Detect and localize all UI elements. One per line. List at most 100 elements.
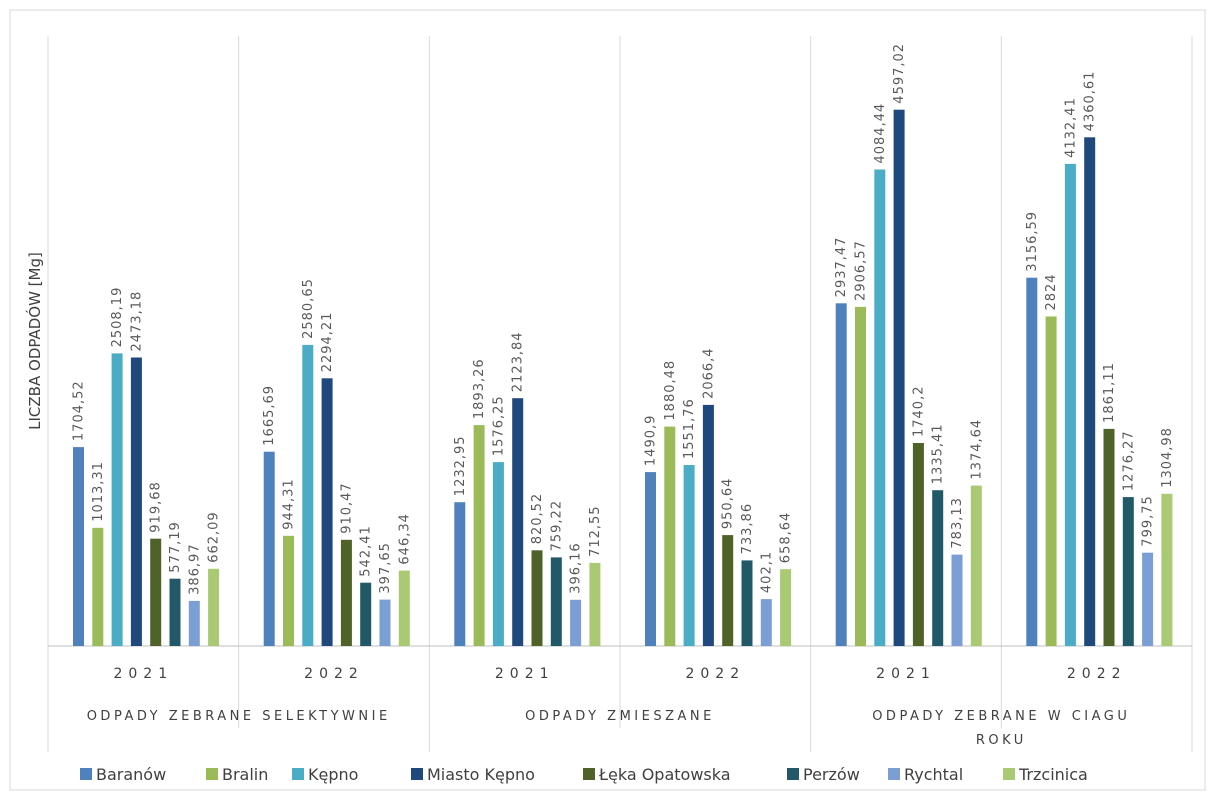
data-label: 2906,57 <box>854 240 869 301</box>
bar-trzcinica <box>589 562 601 646</box>
data-label: 1893,26 <box>472 358 487 419</box>
bar-kępno <box>111 353 123 646</box>
x-tick-label: 2021 <box>495 666 555 682</box>
bar-miasto-kępno <box>130 357 142 646</box>
x-tick-label: 2021 <box>113 666 173 682</box>
data-label: 2473,18 <box>129 291 144 352</box>
data-label: 542,41 <box>359 525 374 577</box>
data-label: 1490,9 <box>644 415 659 467</box>
data-label: 712,55 <box>588 505 603 557</box>
bar-łęka-opatowska <box>722 535 734 646</box>
bar-kępno <box>683 465 695 646</box>
bar-rychtal <box>570 599 582 646</box>
data-label: 1374,64 <box>969 419 984 480</box>
data-label: 402,1 <box>759 551 774 593</box>
group-label: ROKU <box>976 733 1027 748</box>
data-label: 733,86 <box>740 503 755 555</box>
bar-rychtal <box>951 554 963 646</box>
legend-label: Perzów <box>803 765 860 784</box>
bar-kępno <box>874 169 886 646</box>
legend-swatch <box>292 768 304 780</box>
legend-swatch <box>787 768 799 780</box>
data-label: 2824 <box>1044 273 1059 310</box>
data-label: 2937,47 <box>834 237 849 298</box>
legend-swatch <box>206 768 218 780</box>
bar-baranów <box>73 447 84 646</box>
bar-łęka-opatowska <box>150 538 162 646</box>
x-tick-label: 2021 <box>876 666 936 682</box>
bar-trzcinica <box>970 485 982 646</box>
bar-baranów <box>263 451 275 646</box>
bar-miasto-kępno <box>702 404 714 646</box>
data-label: 397,65 <box>378 542 393 594</box>
data-label: 4597,02 <box>892 43 907 104</box>
bar-bralin <box>664 426 676 646</box>
data-label: 1861,11 <box>1102 362 1117 423</box>
data-label: 910,47 <box>339 482 354 534</box>
data-label: 1551,76 <box>682 398 697 459</box>
data-label: 2066,4 <box>701 347 716 399</box>
x-tick-label: 2022 <box>685 666 745 682</box>
bar-bralin <box>473 425 485 646</box>
data-label: 577,19 <box>168 521 183 573</box>
data-label: 658,64 <box>779 512 794 564</box>
data-label: 1013,31 <box>91 461 106 522</box>
legend-label: Baranów <box>96 765 166 784</box>
x-tick-label: 2022 <box>304 666 364 682</box>
bar-łęka-opatowska <box>912 443 924 646</box>
bar-trzcinica <box>398 570 410 646</box>
legend-swatch <box>888 768 900 780</box>
data-label: 4132,41 <box>1063 97 1078 158</box>
data-label: 4360,61 <box>1083 71 1098 132</box>
y-axis-label: LICZBA ODPADÓW [Mg] <box>25 252 44 430</box>
bar-baranów <box>835 303 847 646</box>
data-label: 1576,25 <box>491 395 506 456</box>
bar-baranów <box>645 472 656 646</box>
data-label: 3156,59 <box>1025 211 1040 272</box>
bar-trzcinica <box>1161 493 1173 646</box>
data-label: 1276,27 <box>1121 430 1136 491</box>
bar-bralin <box>855 306 866 646</box>
data-label: 646,34 <box>397 513 412 565</box>
bar-miasto-kępno <box>1084 137 1096 647</box>
data-label: 1335,41 <box>931 423 946 484</box>
bar-perzów <box>169 578 181 646</box>
bar-perzów <box>741 560 753 646</box>
legend-swatch <box>583 768 595 780</box>
data-label: 1880,48 <box>663 360 678 421</box>
legend-label: Trzcinica <box>1018 765 1088 784</box>
legend-label: Bralin <box>222 765 268 784</box>
bar-łęka-opatowska <box>1103 428 1115 646</box>
legend-swatch <box>1003 768 1015 780</box>
bar-baranów <box>454 502 466 646</box>
legend-label: Miasto Kępno <box>427 765 535 784</box>
bar-perzów <box>1122 497 1134 646</box>
x-tick-label: 2022 <box>1067 666 1127 682</box>
data-label: 2123,84 <box>511 331 526 392</box>
data-label: 396,16 <box>569 542 584 594</box>
data-label: 1304,98 <box>1160 427 1175 488</box>
chart-frame <box>9 9 1206 791</box>
data-label: 4084,44 <box>873 103 888 164</box>
bar-miasto-kępno <box>321 378 333 646</box>
bar-rychtal <box>1142 552 1154 646</box>
bar-kępno <box>302 344 314 646</box>
bar-miasto-kępno <box>893 109 905 646</box>
bar-rychtal <box>760 599 772 646</box>
bar-trzcinica <box>780 569 792 646</box>
legend-swatch <box>80 768 92 780</box>
bar-rychtal <box>188 600 200 646</box>
group-label: ODPADY ZMIESZANE <box>525 709 715 724</box>
bar-perzów <box>932 490 944 646</box>
data-label: 799,75 <box>1141 495 1156 547</box>
bar-bralin <box>92 527 104 646</box>
data-label: 2508,19 <box>110 287 125 348</box>
legend-label: Łęka Opatowska <box>598 765 731 784</box>
bar-miasto-kępno <box>512 398 524 646</box>
group-label: ODPADY ZEBRANE SELEKTYWNIE <box>87 709 391 724</box>
bar-kępno <box>492 462 504 646</box>
bar-trzcinica <box>208 568 220 646</box>
data-label: 2580,65 <box>301 278 316 339</box>
